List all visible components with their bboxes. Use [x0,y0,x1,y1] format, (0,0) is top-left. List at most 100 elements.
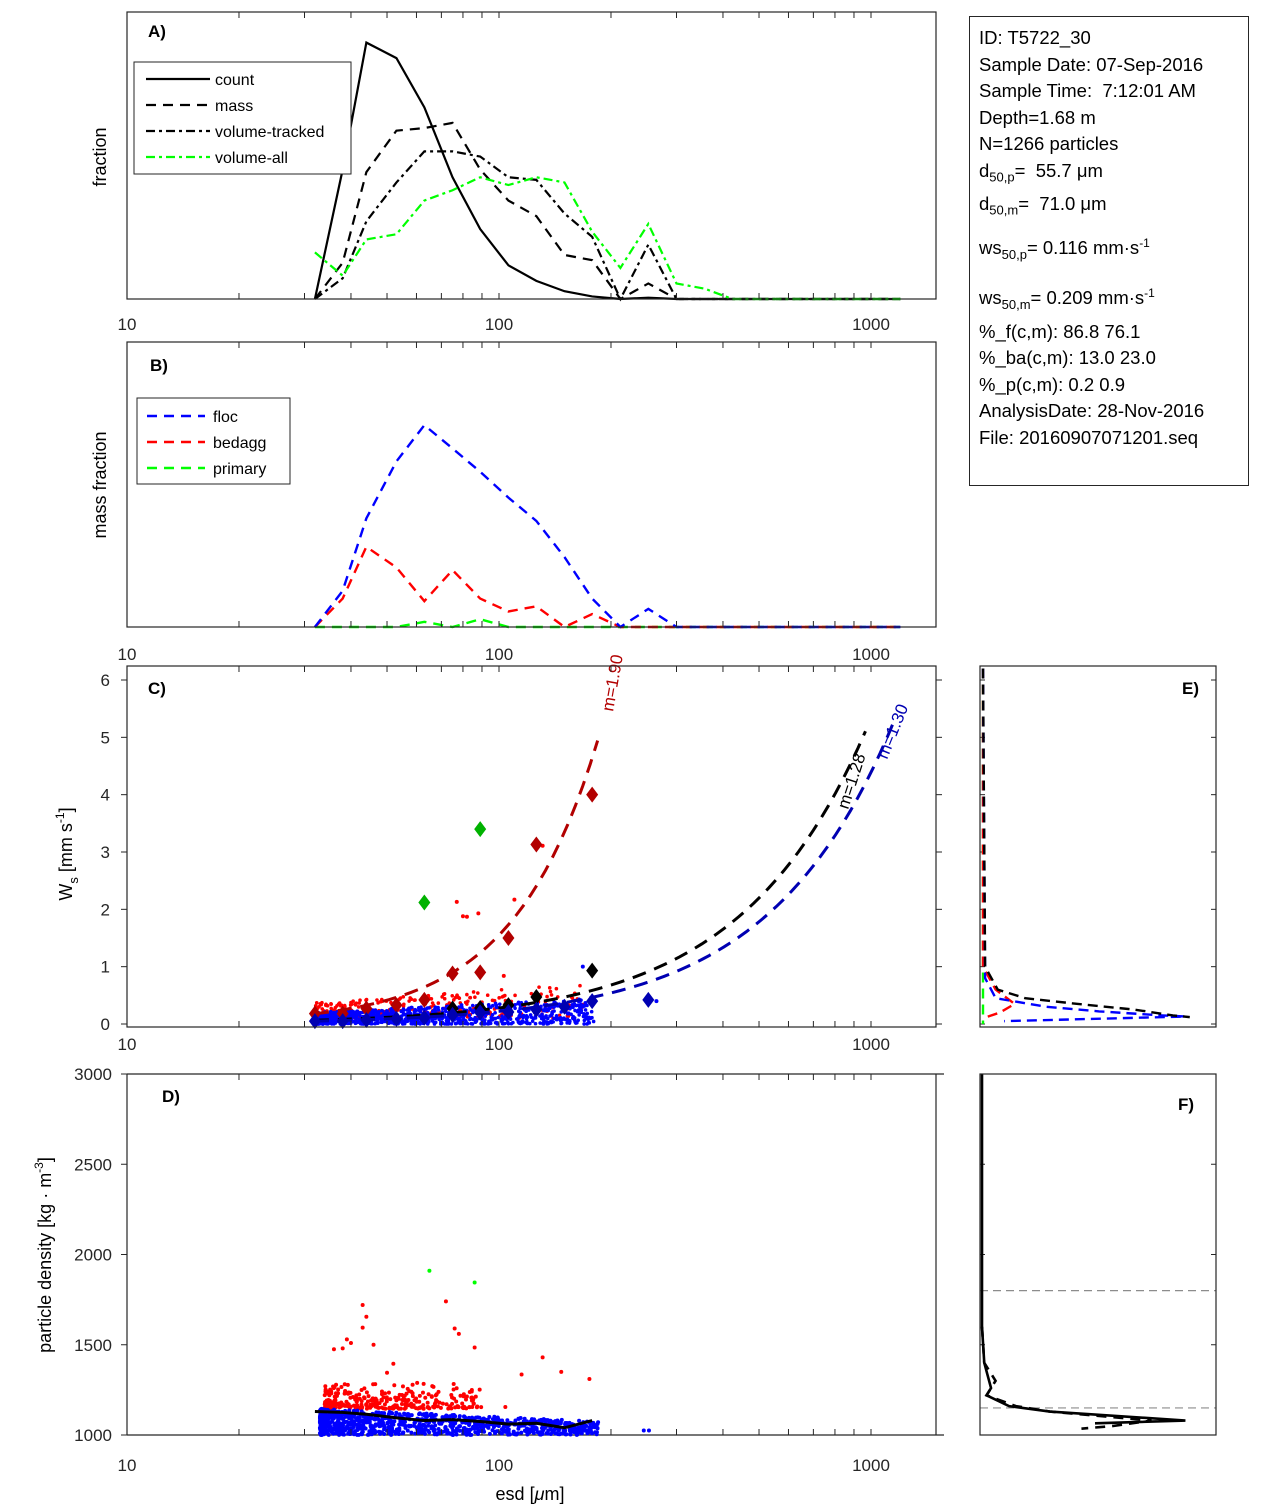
legend-label-floc: floc [213,409,238,426]
panel-e-frame [979,665,1217,1028]
panel-d: 1000 1500 2000 2500 3000 D) particle density [… [32,1065,944,1504]
panel-f-tag: F) [1178,1095,1194,1114]
particle-point [544,1020,549,1024]
outlier-point [503,1405,508,1410]
particle-point [579,1431,584,1436]
particle-point [319,1420,324,1425]
particle-point [408,996,412,1000]
particle-point [539,1417,544,1422]
particle-point [320,1425,325,1430]
series-line-volume-all [314,176,901,301]
binned-mean-diamond [390,997,403,1014]
particle-point [356,1005,361,1009]
particle-point [423,1395,428,1400]
outlier-point [587,1377,592,1382]
x-tick-label: 10 [118,1456,137,1475]
particle-point [382,1425,387,1430]
particle-point [336,1002,341,1006]
particle-point [355,1020,359,1024]
particle-point [470,1404,475,1409]
particle-point [457,1424,462,1429]
particle-point [557,1017,562,1021]
binned-mean-diamond [474,964,487,981]
particle-point [358,998,362,1002]
panel-b-x-ticks: 10 100 1000 [118,342,890,664]
particle-point [358,1426,363,1431]
particle-point [379,1398,384,1403]
particle-point [454,1399,459,1404]
particle-point [493,1431,498,1436]
series-line-count [980,1074,1186,1425]
binned-mean-diamond [502,930,515,946]
x-tick-label: 1000 [852,315,890,334]
particle-point [364,998,368,1002]
particle-point [485,993,490,998]
particle-point [411,1403,416,1408]
particle-point [511,1020,515,1025]
binned-mean-diamond [586,962,599,979]
particle-point [354,1399,359,1404]
panel-f: F) [980,1074,1216,1430]
particle-point [344,1414,349,1419]
binned-mean-diamond [586,786,599,803]
panel-a: A) fraction count mass volume-tracked volume-… [90,22,901,302]
outlier-point [593,1423,598,1428]
particle-point [468,1016,473,1021]
particle-point [324,1021,328,1026]
particle-point [556,1428,561,1433]
particle-point [326,1401,331,1406]
particle-point [578,983,582,988]
y-tick-label: 6 [101,671,110,690]
particle-point [450,993,455,998]
panel-d-y-ticks: 1000 1500 2000 2500 3000 [74,1065,127,1445]
particle-point [556,1432,561,1437]
particle-point [334,1382,339,1387]
fit-label: m=1.30 [873,701,912,761]
particle-point [539,1431,544,1436]
particle-point [330,1021,335,1026]
particle-point [399,1402,404,1407]
particle-point [410,1394,415,1399]
particle-point [450,1432,455,1437]
particle-point [336,1415,341,1420]
particle-point [465,1002,469,1006]
particle-point [432,1401,437,1406]
binned-mean-diamond [390,1010,403,1027]
particle-point [400,1397,405,1402]
particle-point [454,1429,459,1434]
particle-point [500,1021,505,1026]
particle-point [322,1393,327,1398]
particle-point [432,1427,437,1432]
particle-point [336,1387,341,1392]
particle-point [462,1404,467,1409]
particle-point [329,1403,334,1408]
panel-c-y-ticks: 0 1 2 3 4 5 6 [101,671,942,1034]
particle-point [347,1416,352,1421]
particle-point [525,1432,530,1437]
particle-point [518,1006,522,1011]
binned-mean-diamond [446,1006,459,1023]
outlier-point [512,897,517,902]
particle-point [546,1428,551,1433]
particle-point [451,1387,456,1392]
particle-point [538,1021,542,1025]
particle-point [574,1432,579,1437]
particle-point [466,999,470,1004]
binned-mean-diamond [474,821,487,838]
particle-point [440,1006,445,1011]
series-line-all [981,668,1190,1019]
particle-point [394,1427,399,1432]
particle-point [326,1397,331,1402]
outlier-point [582,1013,587,1018]
particle-point [427,1006,431,1010]
particle-point [444,1413,449,1418]
particle-point [420,1390,425,1395]
particle-point [466,1415,471,1420]
particle-point [454,1386,459,1391]
panel-d-x-ticks: 10 100 1000 [118,1074,890,1475]
panel-c-binned-means [308,786,655,1030]
particle-point [413,1406,418,1411]
info-n-particles: N=1266 particles [979,133,1119,154]
particle-point [579,1010,583,1015]
particle-point [320,1007,325,1011]
